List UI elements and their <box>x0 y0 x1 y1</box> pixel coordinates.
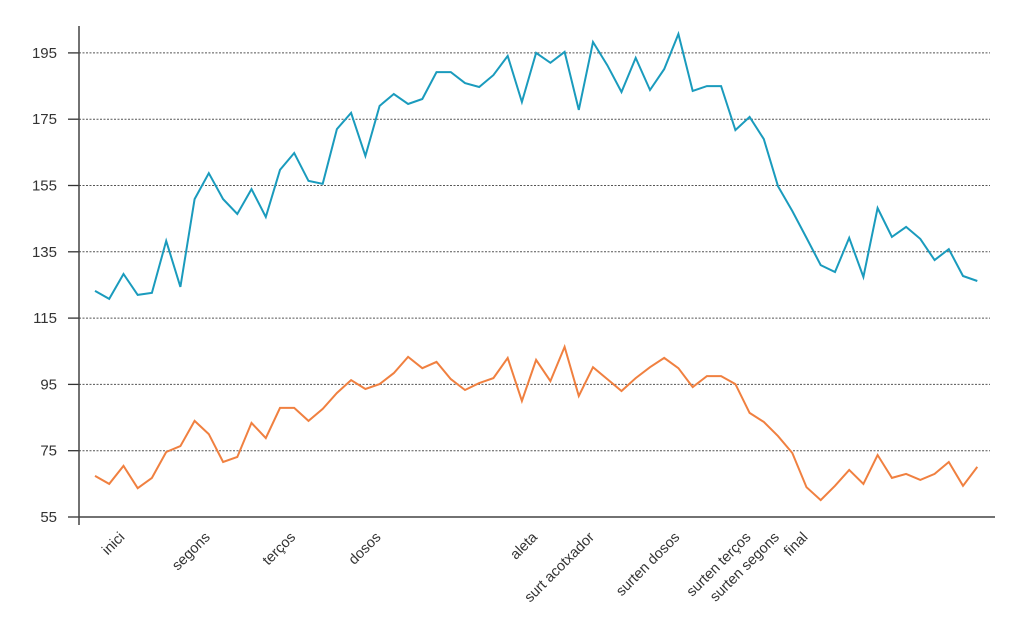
y-tick-label: 95 <box>40 376 57 393</box>
x-tick-label: inici <box>99 530 128 559</box>
y-tick-label: 175 <box>32 111 57 128</box>
x-tick-label: segons <box>169 530 213 574</box>
x-tick-label: dosos <box>346 530 385 569</box>
gridlines <box>79 52 990 452</box>
y-tick-label: 135 <box>32 244 57 261</box>
x-tick-label: aleta <box>507 529 541 563</box>
series-points-upper <box>94 33 978 299</box>
series-line-upper <box>94 30 978 301</box>
y-tick-label: 155 <box>32 178 57 195</box>
y-axis-ticks: 55 75 95 115 135 155 175 195 <box>32 45 79 526</box>
x-tick-label: terços <box>260 530 299 569</box>
x-tick-label: final <box>781 530 811 560</box>
x-tick-label: surten dosos <box>613 530 683 600</box>
y-tick-label: 195 <box>32 45 57 62</box>
series-line-lower <box>94 343 979 502</box>
y-tick-label: 55 <box>40 509 57 526</box>
series-points-lower <box>94 346 978 501</box>
y-tick-label: 115 <box>33 310 57 327</box>
series-lines <box>94 30 979 502</box>
y-tick-label: 75 <box>40 443 57 460</box>
